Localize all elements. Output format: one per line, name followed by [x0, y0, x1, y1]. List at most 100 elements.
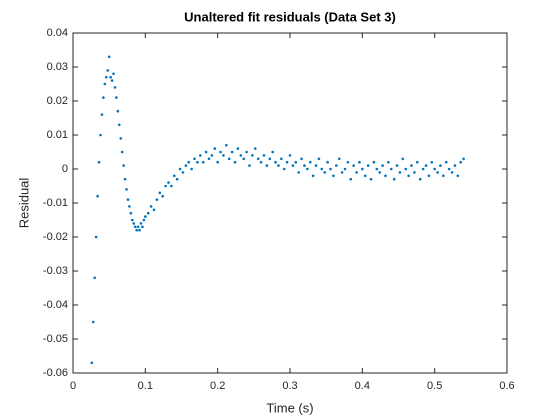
- point: [291, 164, 295, 167]
- point: [407, 174, 410, 178]
- point: [245, 150, 248, 154]
- point: [131, 218, 134, 222]
- y-tick-label: -0.06: [43, 367, 68, 379]
- point: [91, 320, 95, 324]
- point: [122, 164, 125, 167]
- y-tick-label: -0.02: [43, 231, 68, 243]
- point: [410, 164, 413, 167]
- point: [133, 225, 137, 229]
- y-tick-label: 0.01: [47, 129, 68, 141]
- y-axis-label: Residual: [16, 178, 31, 229]
- point: [363, 174, 367, 178]
- point: [453, 164, 457, 167]
- point: [349, 177, 353, 181]
- point: [259, 160, 263, 164]
- point: [378, 171, 381, 174]
- point: [416, 160, 419, 164]
- point: [285, 160, 289, 164]
- point: [196, 160, 199, 164]
- point: [152, 208, 156, 212]
- point: [358, 160, 361, 164]
- point: [248, 164, 251, 167]
- point: [204, 150, 208, 154]
- point: [282, 167, 286, 171]
- point: [294, 160, 298, 164]
- point: [193, 157, 196, 161]
- point: [392, 177, 396, 181]
- y-tick-label: -0.01: [43, 197, 68, 209]
- point: [436, 171, 439, 174]
- point: [340, 171, 344, 174]
- point: [256, 157, 260, 161]
- point: [187, 160, 191, 164]
- point: [175, 177, 179, 181]
- point: [146, 211, 150, 215]
- point: [401, 157, 405, 161]
- x-tick-label: 0: [70, 380, 76, 392]
- point: [123, 177, 127, 181]
- point: [129, 211, 133, 215]
- point: [311, 174, 315, 178]
- point: [418, 177, 422, 181]
- chart-title: Unaltered fit residuals (Data Set 3): [184, 9, 396, 24]
- point: [141, 225, 144, 229]
- point: [427, 174, 431, 178]
- point: [375, 167, 379, 171]
- point: [447, 167, 451, 171]
- x-tick-label: 0.3: [282, 380, 297, 392]
- point: [404, 167, 408, 171]
- point: [116, 109, 120, 113]
- point: [300, 157, 303, 161]
- point: [334, 164, 338, 167]
- point: [172, 174, 176, 178]
- point: [314, 164, 318, 167]
- point: [413, 171, 416, 174]
- point: [227, 157, 231, 161]
- point: [271, 150, 274, 154]
- y-tick-label: 0.04: [47, 27, 68, 39]
- point: [132, 222, 136, 225]
- point: [253, 147, 257, 150]
- point: [144, 215, 147, 218]
- point: [456, 174, 460, 178]
- point: [352, 164, 355, 167]
- point: [317, 157, 321, 161]
- point: [239, 154, 243, 157]
- point: [138, 228, 141, 232]
- point: [96, 194, 99, 198]
- point: [395, 164, 399, 167]
- y-tick-label: -0.04: [43, 299, 68, 311]
- point: [398, 171, 402, 174]
- point: [135, 228, 138, 232]
- point: [332, 174, 335, 178]
- point: [381, 164, 384, 167]
- point: [280, 157, 283, 161]
- point: [442, 174, 445, 178]
- point: [207, 157, 211, 161]
- point: [136, 225, 140, 229]
- point: [120, 150, 124, 154]
- point: [303, 164, 306, 167]
- y-tick-label: 0.02: [47, 95, 68, 107]
- point: [99, 133, 102, 137]
- point: [421, 167, 425, 171]
- point: [323, 171, 327, 174]
- point: [372, 160, 376, 164]
- point: [274, 160, 277, 164]
- point: [366, 164, 370, 167]
- point: [424, 164, 428, 167]
- point: [288, 154, 292, 157]
- point: [346, 160, 350, 164]
- point: [369, 177, 373, 181]
- point: [125, 188, 128, 191]
- point: [155, 198, 159, 201]
- point: [230, 150, 234, 154]
- y-tick-label: 0.03: [47, 61, 68, 73]
- y-tick-label: -0.03: [43, 265, 68, 277]
- point: [384, 174, 387, 178]
- x-tick-label: 0.1: [138, 380, 153, 392]
- point: [128, 205, 131, 208]
- point: [126, 198, 130, 201]
- point: [142, 218, 146, 222]
- point: [297, 171, 300, 174]
